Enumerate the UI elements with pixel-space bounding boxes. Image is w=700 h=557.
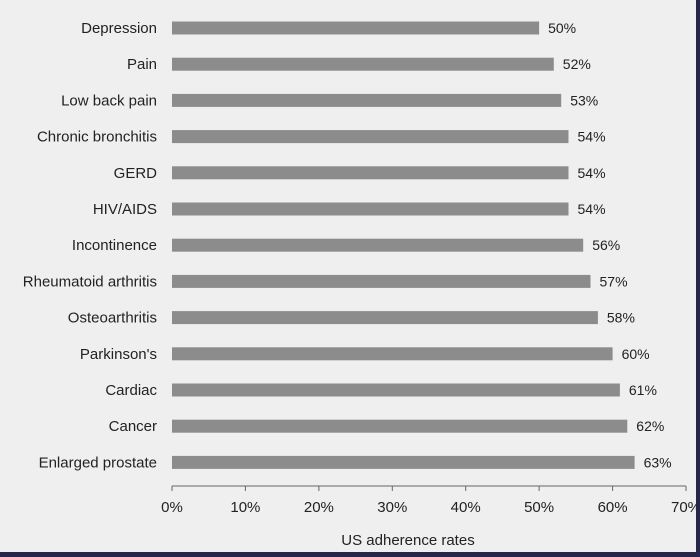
value-label-3: 54%	[578, 129, 606, 145]
bar-11	[172, 419, 628, 433]
value-label-8: 58%	[607, 310, 635, 326]
bar-2	[172, 93, 562, 107]
bar-8	[172, 311, 598, 325]
category-label-5: HIV/AIDS	[93, 201, 157, 218]
category-label-8: Osteoarthritis	[68, 310, 157, 327]
x-axis-title: US adherence rates	[341, 532, 474, 549]
bar-5	[172, 202, 569, 216]
x-tick-label-7: 70%	[671, 499, 696, 516]
category-label-0: Depression	[81, 20, 157, 37]
bar-7	[172, 274, 591, 288]
x-tick-label-5: 50%	[524, 499, 554, 516]
category-label-3: Chronic bronchitis	[37, 129, 157, 146]
bar-9	[172, 347, 613, 361]
x-tick-label-0: 0%	[161, 499, 183, 516]
value-label-0: 50%	[548, 20, 576, 36]
value-labels: 50% 52% 53% 54% 54% 54% 56% 57% 58% 60% 61% 62% 63%	[548, 20, 672, 470]
bar-6	[172, 238, 584, 252]
category-label-7: Rheumatoid arthritis	[23, 273, 157, 290]
category-labels: Depression Pain Low back pain Chronic bronc…	[23, 20, 158, 471]
value-label-11: 62%	[636, 418, 664, 434]
x-tick-label-3: 30%	[377, 499, 407, 516]
x-axis: 0% 10% 20% 30% 40% 50% 60% 70%	[161, 485, 696, 516]
value-label-5: 54%	[578, 201, 606, 217]
bar-12	[172, 455, 635, 469]
category-label-6: Incontinence	[72, 237, 157, 254]
value-label-1: 52%	[563, 56, 591, 72]
category-label-11: Cancer	[109, 418, 157, 435]
x-tick-label-4: 40%	[451, 499, 481, 516]
value-label-12: 63%	[644, 454, 672, 470]
category-label-2: Low back pain	[61, 92, 157, 109]
x-tick-label-2: 20%	[304, 499, 334, 516]
bar-4	[172, 166, 569, 180]
value-label-7: 57%	[600, 273, 628, 289]
bar-1	[172, 57, 554, 71]
x-tick-label-6: 60%	[598, 499, 628, 516]
category-label-12: Enlarged prostate	[39, 454, 157, 471]
value-label-9: 60%	[622, 346, 650, 362]
value-label-10: 61%	[629, 382, 657, 398]
bars	[172, 21, 635, 469]
category-label-10: Cardiac	[105, 382, 157, 399]
bar-3	[172, 130, 569, 144]
bar-0	[172, 21, 540, 35]
bar-10	[172, 383, 620, 397]
value-label-4: 54%	[578, 165, 606, 181]
value-label-6: 56%	[592, 237, 620, 253]
category-label-4: GERD	[114, 165, 158, 182]
category-label-9: Parkinson's	[80, 346, 157, 363]
category-label-1: Pain	[127, 56, 157, 73]
x-tick-label-1: 10%	[230, 499, 260, 516]
value-label-2: 53%	[570, 92, 598, 108]
